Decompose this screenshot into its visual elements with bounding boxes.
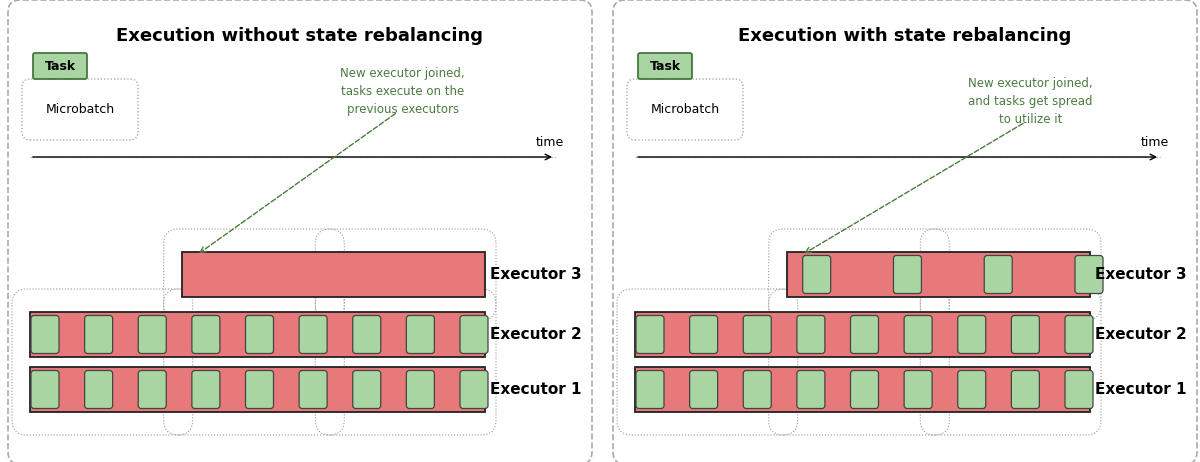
FancyBboxPatch shape [797, 371, 824, 408]
FancyBboxPatch shape [30, 367, 485, 412]
FancyBboxPatch shape [407, 316, 434, 353]
Text: Execution with state rebalancing: Execution with state rebalancing [738, 27, 1072, 45]
Text: Execution without state rebalancing: Execution without state rebalancing [116, 27, 484, 45]
FancyBboxPatch shape [353, 316, 380, 353]
FancyBboxPatch shape [636, 316, 664, 353]
FancyBboxPatch shape [31, 316, 59, 353]
FancyBboxPatch shape [958, 316, 985, 353]
FancyBboxPatch shape [743, 371, 772, 408]
Text: Microbatch: Microbatch [650, 103, 720, 116]
FancyBboxPatch shape [1012, 371, 1039, 408]
FancyBboxPatch shape [797, 316, 824, 353]
FancyBboxPatch shape [1075, 255, 1103, 293]
FancyBboxPatch shape [743, 316, 772, 353]
FancyBboxPatch shape [30, 312, 485, 357]
FancyBboxPatch shape [192, 371, 220, 408]
FancyBboxPatch shape [904, 371, 932, 408]
FancyBboxPatch shape [894, 255, 922, 293]
FancyBboxPatch shape [246, 371, 274, 408]
FancyBboxPatch shape [85, 316, 113, 353]
FancyBboxPatch shape [904, 316, 932, 353]
FancyBboxPatch shape [984, 255, 1013, 293]
Text: time: time [536, 136, 564, 149]
FancyBboxPatch shape [1066, 316, 1093, 353]
FancyBboxPatch shape [690, 316, 718, 353]
FancyBboxPatch shape [628, 79, 743, 140]
FancyBboxPatch shape [1012, 316, 1039, 353]
FancyBboxPatch shape [34, 53, 88, 79]
Text: Executor 1: Executor 1 [490, 382, 582, 397]
FancyBboxPatch shape [1066, 371, 1093, 408]
FancyBboxPatch shape [803, 255, 830, 293]
FancyBboxPatch shape [958, 371, 985, 408]
Text: time: time [1141, 136, 1169, 149]
Text: New executor joined,
and tasks get spread
to utilize it: New executor joined, and tasks get sprea… [968, 77, 1093, 126]
Text: Microbatch: Microbatch [46, 103, 114, 116]
FancyBboxPatch shape [460, 371, 488, 408]
Text: Executor 2: Executor 2 [490, 327, 582, 342]
Text: Executor 3: Executor 3 [490, 267, 582, 282]
FancyBboxPatch shape [636, 371, 664, 408]
FancyBboxPatch shape [638, 53, 692, 79]
FancyBboxPatch shape [353, 371, 380, 408]
FancyBboxPatch shape [635, 367, 1090, 412]
Text: Executor 2: Executor 2 [1096, 327, 1187, 342]
FancyBboxPatch shape [192, 316, 220, 353]
FancyBboxPatch shape [690, 371, 718, 408]
Text: Task: Task [649, 60, 680, 73]
Text: New executor joined,
tasks execute on the
previous executors: New executor joined, tasks execute on th… [341, 67, 464, 116]
FancyBboxPatch shape [299, 316, 328, 353]
FancyBboxPatch shape [787, 252, 1090, 297]
FancyBboxPatch shape [138, 371, 167, 408]
FancyBboxPatch shape [246, 316, 274, 353]
FancyBboxPatch shape [31, 371, 59, 408]
FancyBboxPatch shape [22, 79, 138, 140]
Text: Task: Task [44, 60, 76, 73]
Text: Executor 1: Executor 1 [1096, 382, 1187, 397]
FancyBboxPatch shape [851, 316, 878, 353]
FancyBboxPatch shape [8, 0, 592, 462]
FancyBboxPatch shape [851, 371, 878, 408]
FancyBboxPatch shape [460, 316, 488, 353]
FancyBboxPatch shape [635, 312, 1090, 357]
FancyBboxPatch shape [613, 0, 1198, 462]
Text: Executor 3: Executor 3 [1096, 267, 1187, 282]
FancyBboxPatch shape [299, 371, 328, 408]
FancyBboxPatch shape [85, 371, 113, 408]
FancyBboxPatch shape [181, 252, 485, 297]
FancyBboxPatch shape [407, 371, 434, 408]
FancyBboxPatch shape [138, 316, 167, 353]
